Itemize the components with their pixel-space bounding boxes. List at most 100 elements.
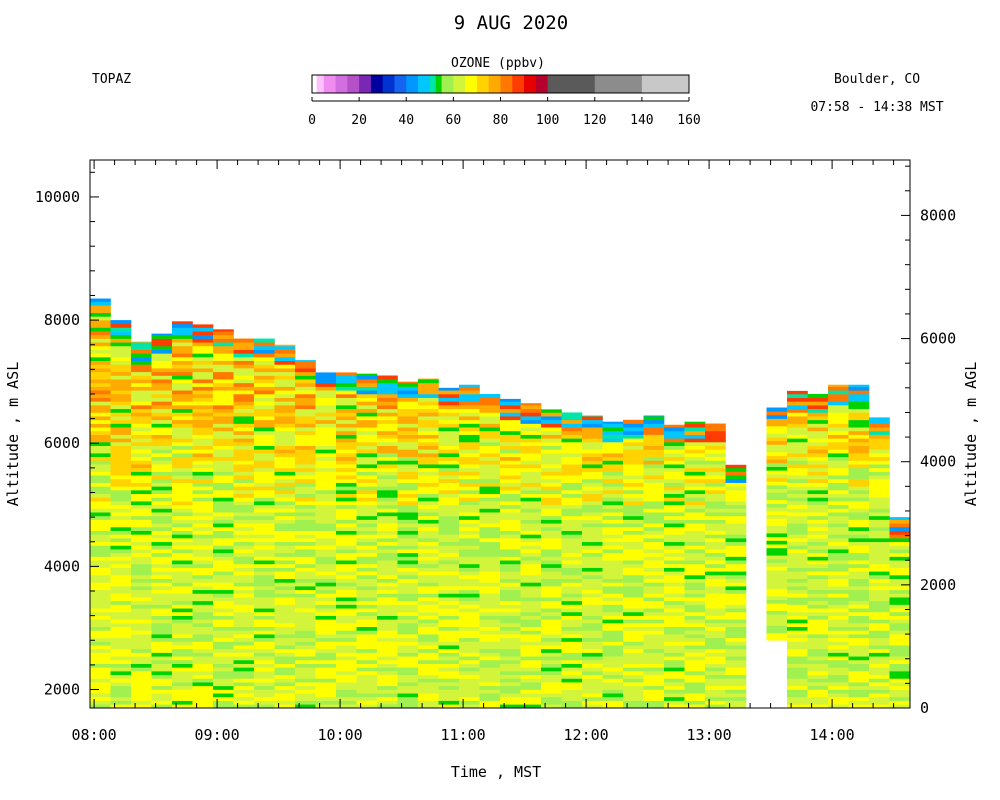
ozone-cell — [274, 460, 296, 465]
ozone-cell — [151, 597, 173, 602]
ozone-cell — [356, 519, 378, 524]
ozone-cell — [274, 541, 296, 546]
ozone-cell — [705, 641, 726, 646]
ozone-cell — [172, 401, 193, 406]
ozone-cell — [233, 541, 255, 546]
ozone-cell — [254, 345, 275, 350]
ozone-cell — [623, 659, 644, 664]
ozone-cell — [90, 656, 111, 661]
ozone-cell — [807, 604, 829, 609]
ozone-cell — [828, 556, 849, 561]
ozone-cell — [377, 630, 398, 635]
ozone-cell — [459, 560, 480, 565]
ozone-cell — [479, 696, 501, 701]
ozone-cell — [438, 615, 460, 620]
ozone-cell — [479, 685, 501, 690]
ozone-cell — [807, 412, 829, 417]
ozone-cell — [192, 393, 214, 398]
ozone-cell — [336, 552, 357, 557]
ozone-cell — [233, 560, 255, 565]
ozone-cell — [807, 397, 829, 402]
ozone-cell — [397, 482, 419, 487]
ozone-cell — [110, 519, 132, 524]
ozone-cell — [295, 652, 316, 657]
ozone-cell — [869, 667, 890, 672]
ozone-cell — [151, 689, 173, 694]
ozone-cell — [848, 586, 870, 591]
ozone-cell — [356, 556, 378, 561]
ozone-cell — [541, 493, 562, 498]
ozone-cell — [869, 526, 890, 531]
ozone-cell — [541, 663, 562, 668]
ozone-cell — [705, 575, 726, 579]
ozone-cell — [500, 560, 521, 565]
ozone-cell — [541, 623, 562, 628]
ozone-cell — [848, 478, 870, 483]
ozone-cell — [356, 423, 378, 428]
ozone-cell — [254, 671, 275, 676]
ozone-cell — [274, 508, 296, 513]
ozone-cell — [172, 460, 193, 465]
ozone-cell — [807, 582, 829, 587]
ozone-cell — [254, 567, 275, 572]
ozone-cell — [295, 412, 316, 417]
x-tick-label: 12:00 — [564, 726, 609, 744]
ozone-cell — [602, 674, 624, 679]
ozone-cell — [90, 405, 111, 410]
ozone-cell — [233, 678, 255, 683]
colorbar-segment-17 — [488, 75, 501, 93]
ozone-cell — [90, 600, 111, 605]
ozone-cell — [438, 682, 460, 687]
ozone-cell — [438, 567, 460, 572]
ozone-cell — [766, 488, 788, 493]
ozone-cell — [705, 445, 726, 450]
ozone-cell — [664, 604, 685, 609]
ozone-cell — [233, 386, 255, 391]
ozone-cell — [418, 619, 439, 624]
ozone-cell — [725, 626, 747, 631]
ozone-cell — [664, 696, 685, 701]
ozone-cell — [315, 445, 337, 450]
ozone-cell — [664, 526, 685, 531]
ozone-cell — [705, 490, 726, 495]
ozone-cell — [500, 589, 521, 594]
ozone-cell — [397, 393, 419, 398]
ozone-cell — [397, 667, 419, 672]
ozone-cell — [254, 486, 275, 491]
ozone-cell — [274, 397, 296, 402]
ozone-cell — [131, 478, 152, 483]
ozone-cell — [602, 700, 624, 705]
ozone-cell — [623, 490, 644, 495]
ozone-cell — [295, 445, 316, 450]
ozone-cell — [787, 453, 808, 458]
ozone-cell — [807, 578, 829, 583]
ozone-cell — [131, 648, 152, 653]
ozone-cell — [766, 437, 788, 442]
ozone-cell — [295, 379, 316, 384]
ozone-cell — [807, 552, 829, 557]
ozone-cell — [356, 571, 378, 576]
ozone-cell — [295, 512, 316, 517]
ozone-cell — [643, 449, 665, 454]
x-tick-label: 11:00 — [441, 726, 486, 744]
ozone-cell — [233, 696, 255, 701]
ozone-cell — [561, 519, 583, 524]
ozone-cell — [459, 464, 480, 469]
ozone-cell — [848, 645, 870, 650]
ozone-cell — [418, 589, 439, 594]
ozone-cell — [192, 523, 214, 528]
colorbar-tick-label: 40 — [398, 113, 414, 128]
ozone-cell — [664, 674, 685, 679]
ozone-cell — [336, 519, 357, 524]
ozone-cell — [397, 663, 419, 668]
ozone-cell — [500, 556, 521, 561]
ozone-cell — [377, 619, 398, 624]
ozone-cell — [397, 571, 419, 576]
ozone-cell — [172, 689, 193, 694]
station-label: TOPAZ — [92, 72, 131, 87]
ozone-cell — [684, 586, 706, 591]
ozone-cell — [336, 512, 357, 517]
ozone-cell — [438, 671, 460, 676]
ozone-cell — [541, 478, 562, 483]
ozone-cell — [725, 637, 747, 642]
